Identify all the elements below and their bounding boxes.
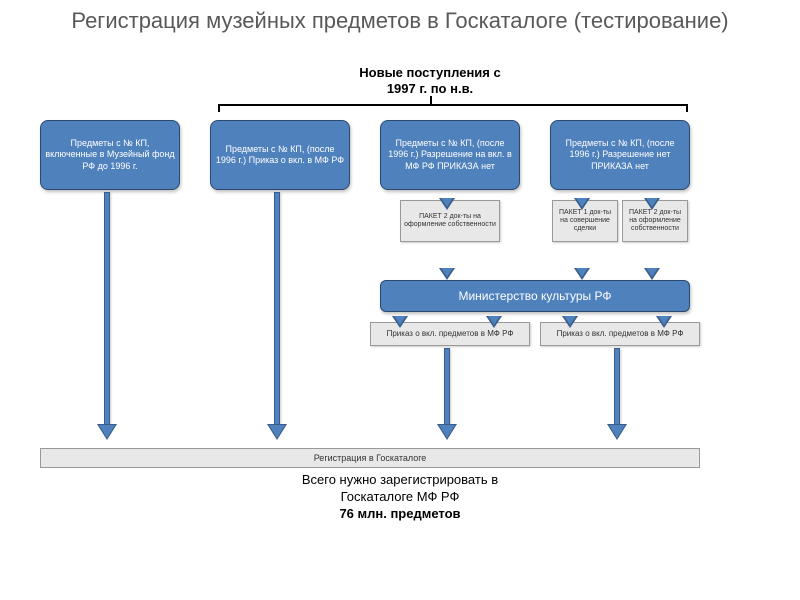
category-box-3: Предметы с № КП, (после 1996 г.) Разреше… bbox=[550, 120, 690, 190]
registration-box: Регистрация в Госкаталоге bbox=[40, 448, 700, 468]
arrow-down-icon bbox=[444, 348, 450, 426]
subtitle-line1: Новые поступления с bbox=[300, 65, 560, 81]
arrow-down-icon bbox=[104, 192, 110, 426]
arrow-down-icon bbox=[274, 192, 280, 426]
footer-line2: Госкаталоге МФ РФ bbox=[220, 489, 580, 506]
category-box-2: Предметы с № КП, (после 1996 г.) Разреше… bbox=[380, 120, 520, 190]
page-title: Регистрация музейных предметов в Госката… bbox=[0, 0, 800, 36]
subtitle: Новые поступления с 1997 г. по н.в. bbox=[300, 65, 560, 96]
arrow-down-icon bbox=[614, 348, 620, 426]
category-box-1: Предметы с № КП, (после 1996 г.) Приказ … bbox=[210, 120, 350, 190]
subtitle-line2: 1997 г. по н.в. bbox=[300, 81, 560, 97]
ministry-box: Министерство культуры РФ bbox=[380, 280, 690, 312]
category-box-0: Предметы с № КП, включенные в Музейный ф… bbox=[40, 120, 180, 190]
footer-line3: 76 млн. предметов bbox=[220, 506, 580, 523]
footer-summary: Всего нужно зарегистрировать в Госкатало… bbox=[220, 472, 580, 523]
footer-line1: Всего нужно зарегистрировать в bbox=[220, 472, 580, 489]
